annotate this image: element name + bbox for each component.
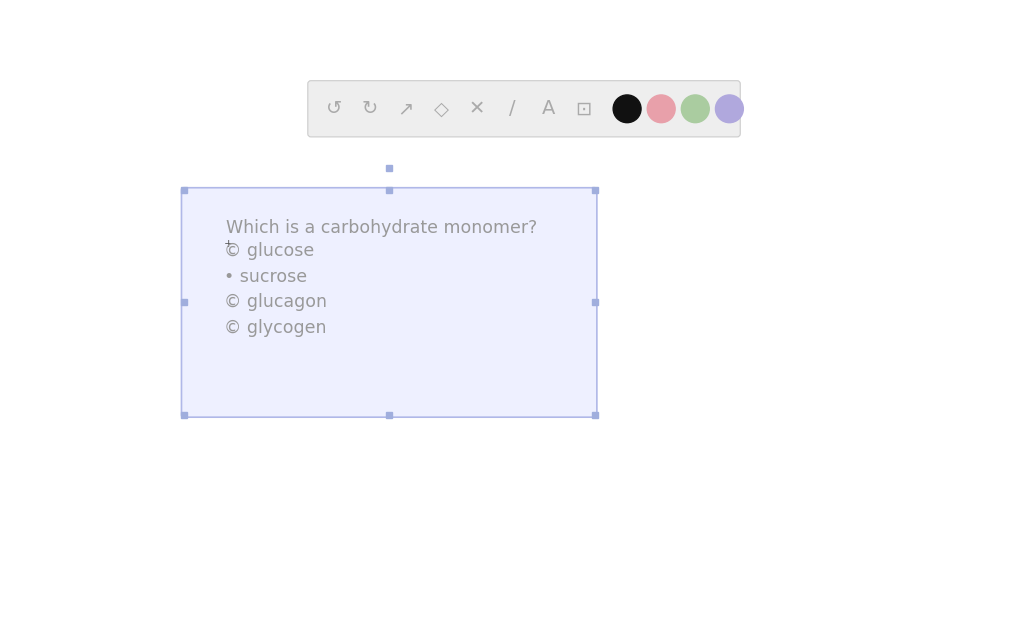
Text: /: / xyxy=(509,100,516,119)
Text: © glucose: © glucose xyxy=(224,242,314,261)
Text: ↻: ↻ xyxy=(361,100,378,119)
Text: A: A xyxy=(542,100,555,119)
Text: ↺: ↺ xyxy=(326,100,342,119)
Text: ⊡: ⊡ xyxy=(575,100,592,119)
Text: ✕: ✕ xyxy=(469,100,485,119)
Text: © glucagon: © glucagon xyxy=(224,293,327,311)
FancyBboxPatch shape xyxy=(308,81,740,137)
Circle shape xyxy=(647,95,675,122)
Circle shape xyxy=(613,95,641,122)
Text: • sucrose: • sucrose xyxy=(224,268,307,286)
Text: ◇: ◇ xyxy=(433,100,449,119)
Circle shape xyxy=(681,95,710,122)
Text: © glycogen: © glycogen xyxy=(224,319,327,337)
FancyBboxPatch shape xyxy=(181,188,597,417)
Text: Which is a carbohydrate monomer?: Which is a carbohydrate monomer? xyxy=(226,219,538,237)
Text: ↗: ↗ xyxy=(397,100,414,119)
Circle shape xyxy=(716,95,743,122)
Text: +: + xyxy=(224,238,233,249)
